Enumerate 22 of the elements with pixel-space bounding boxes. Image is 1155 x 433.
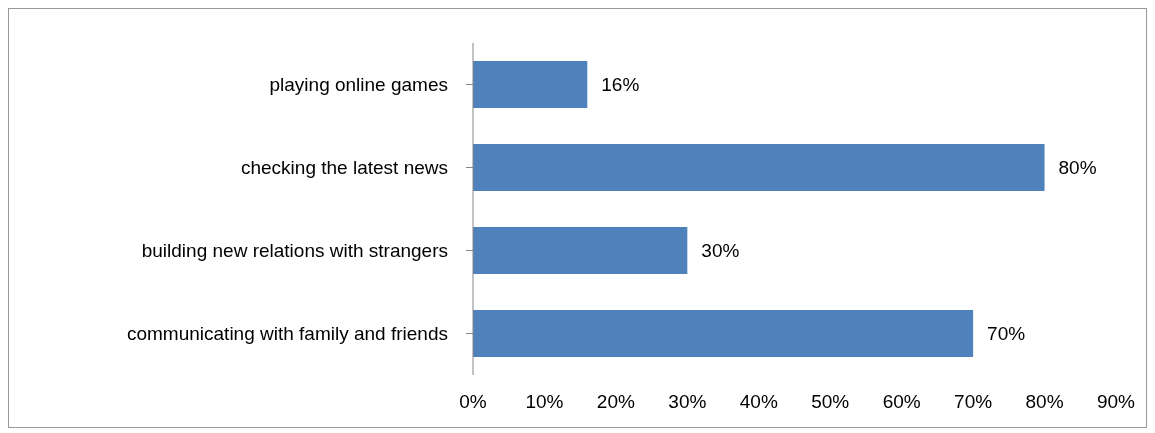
x-tick-label: 10% <box>525 391 564 413</box>
bar <box>473 227 688 274</box>
x-tick-label: 60% <box>882 391 921 413</box>
x-tick-label: 50% <box>811 391 850 413</box>
x-tick-label: 80% <box>1025 391 1064 413</box>
bar <box>473 144 1045 191</box>
x-tick-label: 70% <box>954 391 993 413</box>
y-tick-label: communicating with family and friends <box>126 323 448 345</box>
bar <box>473 61 588 108</box>
x-tick-label: 20% <box>596 391 636 413</box>
y-tick-label: building new relations with strangers <box>141 240 448 262</box>
y-tick-label: playing online games <box>269 74 448 96</box>
data-label: 30% <box>701 240 740 262</box>
bar <box>473 310 974 357</box>
data-label: 80% <box>1058 157 1097 179</box>
x-tick-label: 40% <box>739 391 778 413</box>
data-label: 70% <box>987 323 1026 345</box>
data-label: 16% <box>601 74 640 96</box>
x-tick-label: 90% <box>1096 391 1136 413</box>
x-tick-label: 0% <box>459 391 487 413</box>
y-tick-label: checking the latest news <box>240 157 448 179</box>
x-tick-label: 30% <box>668 391 707 413</box>
